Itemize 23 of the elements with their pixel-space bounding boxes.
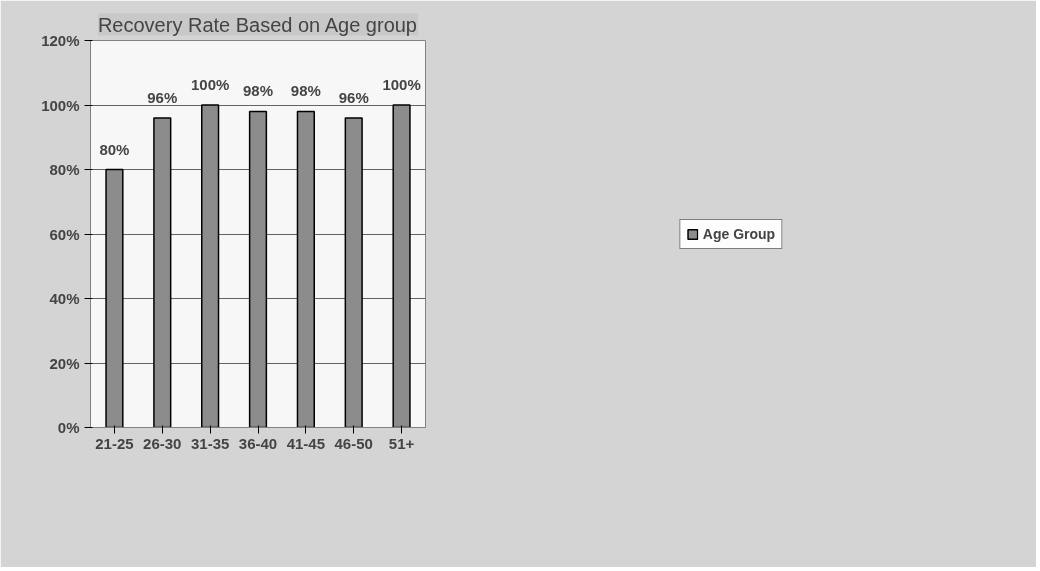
y-tick-label: 100% — [41, 96, 80, 114]
chart-title: Recovery Rate Based on Age group — [97, 13, 417, 36]
y-tick-label: 120% — [41, 32, 80, 49]
legend-label: Age Group — [702, 225, 776, 242]
x-tick-label: 46-50 — [334, 434, 373, 452]
data-label: 96% — [147, 88, 178, 106]
x-tick-label: 21-25 — [95, 434, 134, 452]
y-tick-label: 80% — [49, 161, 80, 178]
y-tick-label: 40% — [49, 290, 80, 307]
x-tick-label: 51+ — [388, 434, 415, 452]
data-label: 80% — [99, 140, 130, 158]
x-tick-label: 31-35 — [190, 434, 230, 452]
data-label: 98% — [290, 82, 321, 100]
data-label: 100% — [190, 76, 230, 93]
x-tick-label: 26-30 — [143, 434, 182, 452]
x-tick-label: 36-40 — [238, 434, 278, 452]
data-label: 96% — [338, 88, 369, 106]
y-tick-label: 0% — [57, 419, 80, 436]
y-tick-label: 60% — [49, 225, 80, 243]
data-label: 98% — [242, 82, 274, 100]
data-label: 100% — [382, 76, 421, 93]
x-tick-label: 41-45 — [286, 434, 326, 452]
y-tick-label: 20% — [49, 354, 80, 372]
